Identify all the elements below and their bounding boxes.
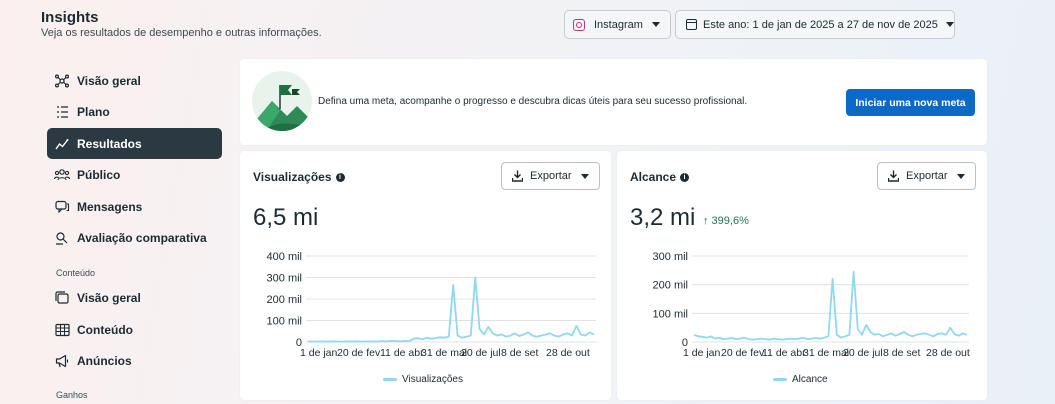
- page-title: Insights: [41, 9, 99, 26]
- y-tick-label: 0: [682, 337, 688, 349]
- x-tick-label: 8 de set: [501, 347, 538, 359]
- y-tick-label: 100 mil: [653, 308, 688, 320]
- platform-selector[interactable]: Instagram: [564, 10, 671, 39]
- sidebar-item-content-overview[interactable]: Visão geral: [47, 283, 222, 314]
- sidebar-item-label: Visão geral: [77, 291, 141, 306]
- sidebar-item-ads[interactable]: Anúncios: [47, 346, 222, 377]
- x-tick-label: 28 de out: [546, 347, 590, 359]
- x-tick-label: 20 de jul: [461, 347, 501, 359]
- instagram-icon: [573, 18, 585, 31]
- sidebar-item-label: Mensagens: [77, 199, 143, 214]
- chevron-down-icon: [651, 22, 660, 27]
- reach-line-chart: 0 100 mil 200 mil 300 mil 1 de jan 20 de fev1…: [653, 251, 970, 359]
- sidebar-item-label: Conteúdo: [77, 322, 133, 337]
- x-tick-label: 8 de set: [883, 347, 920, 359]
- info-icon[interactable]: i: [335, 172, 345, 182]
- x-tick-label: 31 de mai: [421, 347, 467, 359]
- x-tick-label: 1 de jan: [683, 347, 721, 359]
- metric-title-text: Alcance: [630, 170, 677, 184]
- sidebar-section-content: Conteúdo: [56, 267, 96, 278]
- calendar-icon: [686, 19, 697, 30]
- network-icon: [53, 74, 71, 88]
- sidebar-item-label: Plano: [77, 105, 110, 120]
- goal-flag-illustration: [252, 71, 312, 131]
- sidebar-item-messages[interactable]: Mensagens: [47, 191, 222, 222]
- y-tick-label: 200 mil: [267, 294, 302, 306]
- legend-label: Alcance: [792, 374, 828, 385]
- sidebar-item-plan[interactable]: Plano: [47, 97, 222, 128]
- y-tick-label: 0: [296, 337, 302, 349]
- sidebar-item-label: Resultados: [77, 136, 142, 151]
- sidebar-item-content[interactable]: Conteúdo: [47, 314, 222, 345]
- sidebar: Visão geral Plano Resultados Público Men…: [47, 65, 222, 404]
- y-tick-label: 400 mil: [267, 251, 302, 263]
- export-label: Exportar: [906, 170, 948, 182]
- megaphone-icon: [53, 354, 71, 368]
- x-tick-label: 1 de jan: [300, 347, 338, 359]
- legend-swatch: [383, 378, 397, 381]
- platform-label: Instagram: [594, 18, 643, 31]
- download-icon: [512, 170, 523, 182]
- sidebar-item-audience[interactable]: Público: [47, 160, 222, 191]
- metric-value: 6,5 mi: [253, 204, 319, 231]
- page-subtitle: Veja os resultados de desempenho e outra…: [41, 27, 322, 39]
- chart-legend: Visualizações: [383, 374, 463, 385]
- export-button[interactable]: Exportar: [501, 162, 600, 190]
- legend-swatch: [773, 378, 787, 381]
- export-label: Exportar: [530, 170, 572, 182]
- legend-label: Visualizações: [402, 374, 463, 385]
- series-line: [693, 270, 968, 341]
- chat-icon: [53, 200, 71, 214]
- stack-icon: [53, 291, 71, 305]
- metric-card-reach: Alcance i Exportar 3,2 mi ↑ 399,6% 0 100 …: [617, 151, 987, 400]
- chevron-down-icon: [580, 173, 589, 179]
- trend-icon: [53, 137, 71, 151]
- x-tick-label: 11 de abr: [380, 347, 424, 359]
- x-tick-label: 31 de mai: [803, 347, 849, 359]
- x-tick-label: 28 de out: [926, 347, 970, 359]
- download-icon: [888, 170, 899, 182]
- chevron-down-icon: [956, 173, 965, 179]
- chevron-down-icon: [945, 22, 954, 27]
- info-icon[interactable]: i: [680, 172, 690, 182]
- chart-legend: Alcance: [773, 374, 828, 385]
- sidebar-item-benchmark[interactable]: Avaliação comparativa: [47, 223, 222, 254]
- goal-description: Defina uma meta, acompanhe o progresso e…: [318, 96, 748, 107]
- sidebar-item-label: Anúncios: [77, 354, 132, 369]
- y-tick-label: 200 mil: [653, 280, 688, 292]
- date-range-selector[interactable]: Este ano: 1 de jan de 2025 a 27 de nov d…: [675, 10, 955, 39]
- list-icon: [53, 105, 71, 119]
- x-tick-label: 11 de abr: [762, 347, 806, 359]
- sidebar-item-results[interactable]: Resultados: [47, 128, 222, 160]
- metric-title: Visualizações i: [253, 170, 345, 184]
- metric-value: 3,2 mi: [630, 204, 696, 231]
- x-tick-label: 20 de fev: [337, 347, 381, 359]
- series-line: [307, 276, 595, 343]
- grid-icon: [53, 323, 71, 337]
- metric-title-text: Visualizações: [253, 170, 332, 184]
- metric-card-views: Visualizações i Exportar 6,5 mi 0 100 mil…: [240, 151, 611, 400]
- sidebar-section-earnings: Ganhos: [56, 390, 88, 401]
- y-tick-label: 300 mil: [653, 251, 688, 263]
- metric-delta: ↑ 399,6%: [703, 215, 749, 227]
- metric-title: Alcance i: [630, 170, 690, 184]
- sidebar-item-label: Público: [77, 168, 121, 183]
- date-range-label: Este ano: 1 de jan de 2025 a 27 de nov d…: [703, 18, 938, 31]
- x-tick-label: 20 de fev: [721, 347, 765, 359]
- goal-card: Defina uma meta, acompanhe o progresso e…: [240, 59, 987, 145]
- people-icon: [53, 168, 71, 182]
- y-tick-label: 100 mil: [267, 316, 302, 328]
- sidebar-item-overview[interactable]: Visão geral: [47, 65, 222, 96]
- compare-icon: [53, 231, 71, 246]
- sidebar-item-label: Visão geral: [77, 73, 141, 88]
- x-tick-label: 20 de jul: [843, 347, 883, 359]
- export-button[interactable]: Exportar: [877, 162, 976, 190]
- y-tick-label: 300 mil: [267, 273, 302, 285]
- start-goal-button[interactable]: Iniciar uma nova meta: [846, 89, 975, 116]
- sidebar-item-label: Avaliação comparativa: [77, 231, 207, 246]
